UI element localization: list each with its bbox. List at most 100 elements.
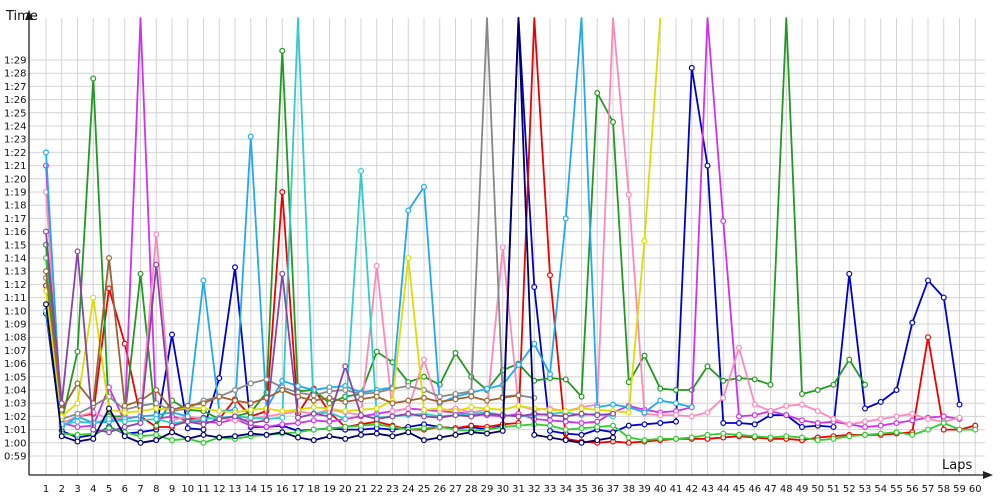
- data-point: [184, 402, 191, 409]
- data-point: [295, 429, 302, 436]
- x-tick-label: 46: [748, 484, 761, 495]
- data-point: [893, 387, 900, 394]
- data-point: [342, 363, 349, 370]
- y-tick-label: 1:25: [4, 108, 26, 119]
- data-point: [310, 392, 317, 399]
- data-point: [436, 434, 443, 441]
- x-tick-label: 5: [106, 484, 112, 495]
- x-tick-label: 32: [528, 484, 541, 495]
- data-point: [877, 430, 884, 437]
- data-point: [609, 119, 616, 126]
- data-point: [909, 319, 916, 326]
- data-point: [846, 421, 853, 428]
- data-point: [688, 404, 695, 411]
- data-point: [74, 400, 81, 407]
- y-tick-label: 1:16: [4, 227, 26, 238]
- data-point: [74, 380, 81, 387]
- data-point: [389, 400, 396, 407]
- x-tick-label: 3: [74, 484, 80, 495]
- data-point: [720, 394, 727, 401]
- data-point: [562, 413, 569, 420]
- data-point: [74, 248, 81, 255]
- y-tick-label: 1:04: [4, 386, 26, 397]
- data-point: [594, 423, 601, 430]
- data-point: [546, 434, 553, 441]
- data-point: [358, 422, 365, 429]
- x-tick-label: 29: [481, 484, 494, 495]
- data-point: [184, 418, 191, 425]
- data-point: [200, 416, 207, 423]
- data-point: [405, 410, 412, 417]
- data-point: [625, 409, 632, 416]
- data-point: [562, 376, 569, 383]
- data-point: [373, 430, 380, 437]
- data-point: [940, 426, 947, 433]
- data-point: [153, 431, 160, 438]
- data-point: [389, 423, 396, 430]
- data-point: [153, 405, 160, 412]
- data-point: [326, 425, 333, 432]
- data-point: [735, 413, 742, 420]
- data-point: [121, 409, 128, 416]
- y-tick-label: 1:19: [4, 188, 26, 199]
- data-point: [657, 420, 664, 427]
- x-tick-label: 53: [859, 484, 872, 495]
- data-point: [90, 294, 97, 301]
- data-point: [609, 410, 616, 417]
- x-tick-label: 13: [229, 484, 242, 495]
- data-point: [546, 422, 553, 429]
- data-point: [594, 418, 601, 425]
- data-point: [279, 408, 286, 415]
- data-point: [436, 393, 443, 400]
- data-point: [200, 405, 207, 412]
- data-point: [814, 437, 821, 444]
- data-point: [169, 331, 176, 338]
- data-point: [578, 439, 585, 446]
- x-tick-label: 11: [197, 484, 210, 495]
- data-point: [515, 413, 522, 420]
- data-point: [672, 418, 679, 425]
- data-point: [105, 429, 112, 436]
- data-point: [295, 414, 302, 421]
- data-point: [200, 421, 207, 428]
- data-point: [153, 437, 160, 444]
- data-point: [924, 416, 931, 423]
- y-tick-label: 1:08: [4, 333, 26, 344]
- data-point: [216, 393, 223, 400]
- x-tick-label: 52: [843, 484, 856, 495]
- y-tick-label: 1:18: [4, 201, 26, 212]
- x-tick-label: 27: [449, 484, 462, 495]
- y-tick-label: 1:14: [4, 254, 26, 265]
- y-tick-label: 1:24: [4, 122, 26, 133]
- data-point: [279, 47, 286, 54]
- data-point: [263, 431, 270, 438]
- x-tick-label: 9: [169, 484, 175, 495]
- data-point: [279, 414, 286, 421]
- x-tick-label: 36: [591, 484, 604, 495]
- data-point: [200, 400, 207, 407]
- data-point: [232, 264, 239, 271]
- data-point: [846, 356, 853, 363]
- data-point: [798, 434, 805, 441]
- data-point: [74, 431, 81, 438]
- data-point: [783, 402, 790, 409]
- data-point: [484, 430, 491, 437]
- data-point: [247, 380, 254, 387]
- data-point: [594, 412, 601, 419]
- data-point: [515, 361, 522, 368]
- data-point: [121, 340, 128, 347]
- data-point: [421, 394, 428, 401]
- data-point: [169, 422, 176, 429]
- data-point: [625, 422, 632, 429]
- data-point: [468, 429, 475, 436]
- x-tick-label: 15: [260, 484, 273, 495]
- data-point: [216, 434, 223, 441]
- x-tick-label: 10: [181, 484, 194, 495]
- data-point: [515, 422, 522, 429]
- data-point: [421, 413, 428, 420]
- x-tick-label: 23: [386, 484, 399, 495]
- data-point: [421, 183, 428, 190]
- data-point: [105, 416, 112, 423]
- data-point: [830, 416, 837, 423]
- data-point: [468, 404, 475, 411]
